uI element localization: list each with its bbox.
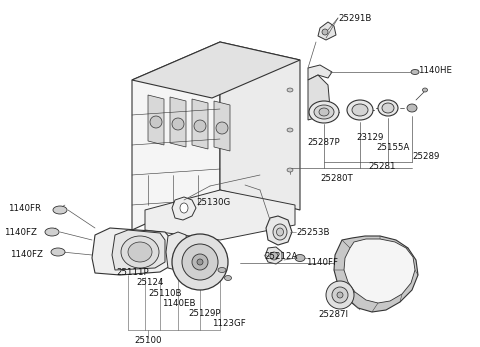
- Text: 1140HE: 1140HE: [418, 66, 452, 75]
- Ellipse shape: [319, 108, 329, 116]
- Text: 25129P: 25129P: [188, 309, 220, 318]
- Text: 25287P: 25287P: [307, 138, 340, 147]
- Ellipse shape: [53, 206, 67, 214]
- Ellipse shape: [287, 168, 293, 172]
- Ellipse shape: [150, 116, 162, 128]
- Ellipse shape: [295, 254, 305, 262]
- Ellipse shape: [225, 276, 231, 280]
- Text: 25155A: 25155A: [376, 143, 409, 152]
- Polygon shape: [344, 239, 415, 303]
- Text: 25111P: 25111P: [116, 268, 149, 277]
- Ellipse shape: [45, 228, 59, 236]
- Ellipse shape: [422, 88, 428, 92]
- Ellipse shape: [51, 248, 65, 256]
- Text: 25280T: 25280T: [320, 174, 353, 183]
- Ellipse shape: [273, 224, 287, 240]
- Text: 25289: 25289: [412, 152, 439, 161]
- Ellipse shape: [287, 88, 293, 92]
- Ellipse shape: [407, 104, 417, 112]
- Polygon shape: [92, 228, 172, 275]
- Ellipse shape: [309, 101, 339, 123]
- Polygon shape: [132, 42, 220, 230]
- Polygon shape: [112, 230, 165, 270]
- Polygon shape: [166, 232, 188, 270]
- Polygon shape: [265, 247, 282, 264]
- Polygon shape: [172, 197, 196, 220]
- Text: 25100: 25100: [134, 336, 162, 345]
- Text: 1140FR: 1140FR: [8, 204, 41, 213]
- Text: 1123GF: 1123GF: [212, 319, 246, 328]
- Circle shape: [270, 252, 278, 260]
- Polygon shape: [214, 101, 230, 151]
- Circle shape: [197, 259, 203, 265]
- Text: 1140FZ: 1140FZ: [10, 250, 43, 259]
- Polygon shape: [266, 216, 292, 245]
- Text: 1140EB: 1140EB: [162, 299, 195, 308]
- Ellipse shape: [218, 268, 226, 272]
- Ellipse shape: [314, 105, 334, 119]
- Ellipse shape: [347, 100, 373, 120]
- Circle shape: [337, 292, 343, 298]
- Polygon shape: [308, 65, 332, 80]
- Text: 23129: 23129: [356, 133, 384, 142]
- Circle shape: [172, 234, 228, 290]
- Ellipse shape: [172, 118, 184, 130]
- Circle shape: [182, 244, 218, 280]
- Text: 1140FZ: 1140FZ: [4, 228, 37, 237]
- Ellipse shape: [180, 203, 188, 213]
- Polygon shape: [308, 75, 330, 120]
- Ellipse shape: [128, 242, 152, 262]
- Ellipse shape: [411, 69, 419, 75]
- Polygon shape: [132, 42, 300, 98]
- Ellipse shape: [216, 122, 228, 134]
- Text: 25212A: 25212A: [264, 252, 298, 261]
- Ellipse shape: [121, 236, 159, 268]
- Circle shape: [192, 254, 208, 270]
- Polygon shape: [145, 190, 295, 240]
- Circle shape: [332, 287, 348, 303]
- Text: 25130G: 25130G: [196, 198, 230, 207]
- Ellipse shape: [378, 100, 398, 116]
- Text: 25124: 25124: [136, 278, 164, 287]
- Circle shape: [322, 29, 328, 35]
- Polygon shape: [334, 236, 418, 312]
- Ellipse shape: [276, 228, 284, 236]
- Polygon shape: [220, 42, 300, 210]
- Polygon shape: [148, 95, 164, 145]
- Ellipse shape: [287, 128, 293, 132]
- Ellipse shape: [352, 104, 368, 116]
- Text: 25253B: 25253B: [296, 228, 329, 237]
- Polygon shape: [318, 22, 336, 40]
- Ellipse shape: [382, 103, 394, 113]
- Polygon shape: [192, 99, 208, 149]
- Text: 25291B: 25291B: [338, 14, 372, 23]
- Text: 25110B: 25110B: [148, 289, 181, 298]
- Ellipse shape: [194, 120, 206, 132]
- Polygon shape: [170, 97, 186, 147]
- Circle shape: [326, 281, 354, 309]
- Text: 1140FF: 1140FF: [306, 258, 338, 267]
- Text: 25287I: 25287I: [318, 310, 348, 319]
- Text: 25281: 25281: [368, 162, 396, 171]
